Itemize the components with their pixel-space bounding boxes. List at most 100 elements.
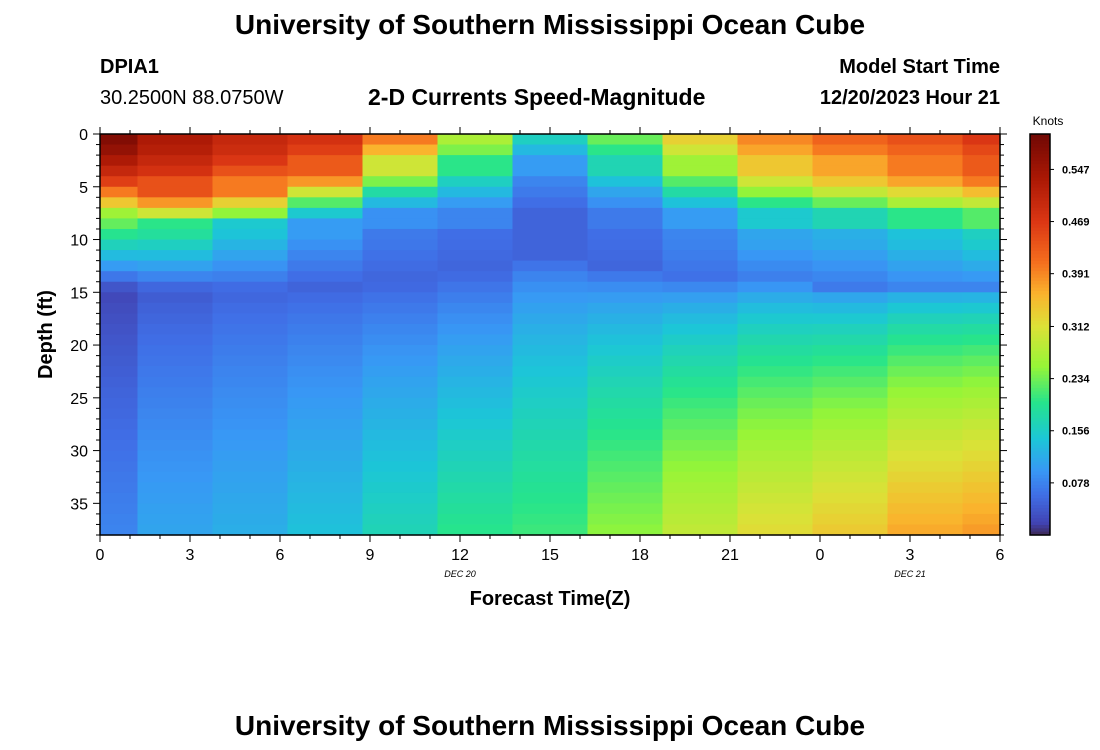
heatmap-cell (812, 260, 889, 272)
heatmap-cell (587, 524, 664, 536)
heatmap-cell (212, 197, 289, 209)
heatmap-cell (100, 176, 139, 188)
heatmap-cell (812, 165, 889, 177)
colorbar-swatch (1030, 521, 1050, 526)
colorbar-swatch (1030, 471, 1050, 476)
heatmap-cell (737, 334, 814, 346)
heatmap-cell (287, 155, 364, 167)
heatmap-cell (662, 313, 739, 325)
heatmap-cell (512, 281, 589, 293)
colorbar-cells (1030, 134, 1050, 536)
heatmap-cell (287, 239, 364, 251)
heatmap-cell (512, 471, 589, 483)
heatmap-cell (587, 281, 664, 293)
colorbar-swatch (1030, 277, 1050, 282)
colorbar-swatch (1030, 214, 1050, 219)
heatmap-cell (662, 355, 739, 367)
heatmap-cell (100, 271, 139, 283)
station-id: DPIA1 (100, 56, 159, 78)
colorbar-swatch (1030, 504, 1050, 509)
heatmap-cell (362, 366, 439, 378)
colorbar-swatch (1030, 414, 1050, 419)
x-tick-label: 15 (541, 547, 559, 564)
heatmap-cell (662, 408, 739, 420)
heatmap-cell (137, 302, 214, 314)
heatmap-cell (100, 197, 139, 209)
heatmap-cell (662, 207, 739, 220)
heatmap-cell (287, 503, 364, 515)
heatmap-cell (287, 186, 364, 198)
heatmap-cell (137, 313, 214, 325)
colorbar-swatch (1030, 230, 1050, 235)
colorbar-swatch (1030, 174, 1050, 179)
heatmap-cell (287, 323, 364, 336)
heatmap-cell (662, 197, 739, 209)
heatmap-cell (737, 165, 814, 177)
heatmap-cell (962, 397, 1001, 409)
heatmap-cell (887, 376, 964, 388)
heatmap-cell (512, 492, 589, 504)
heatmap-cell (512, 250, 589, 262)
heatmap-cell (362, 513, 439, 526)
colorbar-swatch (1030, 508, 1050, 513)
heatmap-cell (662, 482, 739, 494)
heatmap-cell (212, 144, 289, 156)
heatmap-cell (512, 440, 589, 452)
heatmap-cell (287, 492, 364, 504)
heatmap-cell (812, 271, 889, 283)
heatmap-cell (137, 260, 214, 272)
heatmap-cell (737, 176, 814, 188)
heatmap-cell (962, 355, 1001, 367)
heatmap-cell (812, 323, 889, 336)
heatmap-cell (962, 429, 1001, 441)
heatmap-cell (887, 207, 964, 220)
heatmap-cell (812, 513, 889, 526)
heatmap-cell (512, 345, 589, 357)
colorbar-swatch (1030, 297, 1050, 302)
heatmap-cell (100, 334, 139, 346)
heatmap-cell (212, 366, 289, 378)
heatmap-cell (887, 281, 964, 293)
heatmap-cell (362, 482, 439, 494)
colorbar-swatch (1030, 344, 1050, 349)
heatmap-cell (887, 503, 964, 515)
colorbar-swatch (1030, 377, 1050, 382)
heatmap-cell (587, 492, 664, 504)
heatmap-cell (362, 144, 439, 156)
heatmap-cell (812, 345, 889, 357)
heatmap-cell (362, 376, 439, 388)
heatmap-cell (887, 471, 964, 483)
heatmap-cell (962, 218, 1001, 230)
heatmap-cell (887, 482, 964, 494)
heatmap-cell (662, 492, 739, 504)
colorbar-swatch (1030, 291, 1050, 295)
colorbar-swatch (1030, 428, 1050, 433)
heatmap-cell (812, 176, 889, 188)
heatmap-cell (287, 313, 364, 325)
heatmap-cell (137, 503, 214, 515)
heatmap-cell (512, 271, 589, 283)
heatmap-cell (287, 524, 364, 536)
heatmap-cell (437, 281, 514, 293)
colorbar-swatch (1030, 438, 1050, 443)
heatmap-cell (362, 397, 439, 409)
heatmap-cell (212, 207, 289, 220)
colorbar-swatch (1030, 210, 1050, 215)
heatmap-cell (287, 228, 364, 241)
heatmap-cell (437, 492, 514, 504)
heatmap-cell (212, 376, 289, 388)
heatmap-cell (212, 155, 289, 167)
heatmap-cell (962, 387, 1001, 399)
heatmap-cell (587, 144, 664, 156)
colorbar-swatch (1030, 284, 1050, 289)
heatmap-cell (212, 271, 289, 283)
heatmap-cell (137, 292, 214, 304)
colorbar-swatch (1030, 488, 1050, 493)
heatmap-cell (737, 471, 814, 483)
heatmap-cell (437, 186, 514, 198)
heatmap-cell (100, 292, 139, 304)
colorbar-swatch (1030, 441, 1050, 446)
heatmap-cell (100, 418, 139, 431)
heatmap-cell (437, 345, 514, 357)
heatmap-cell (437, 355, 514, 367)
